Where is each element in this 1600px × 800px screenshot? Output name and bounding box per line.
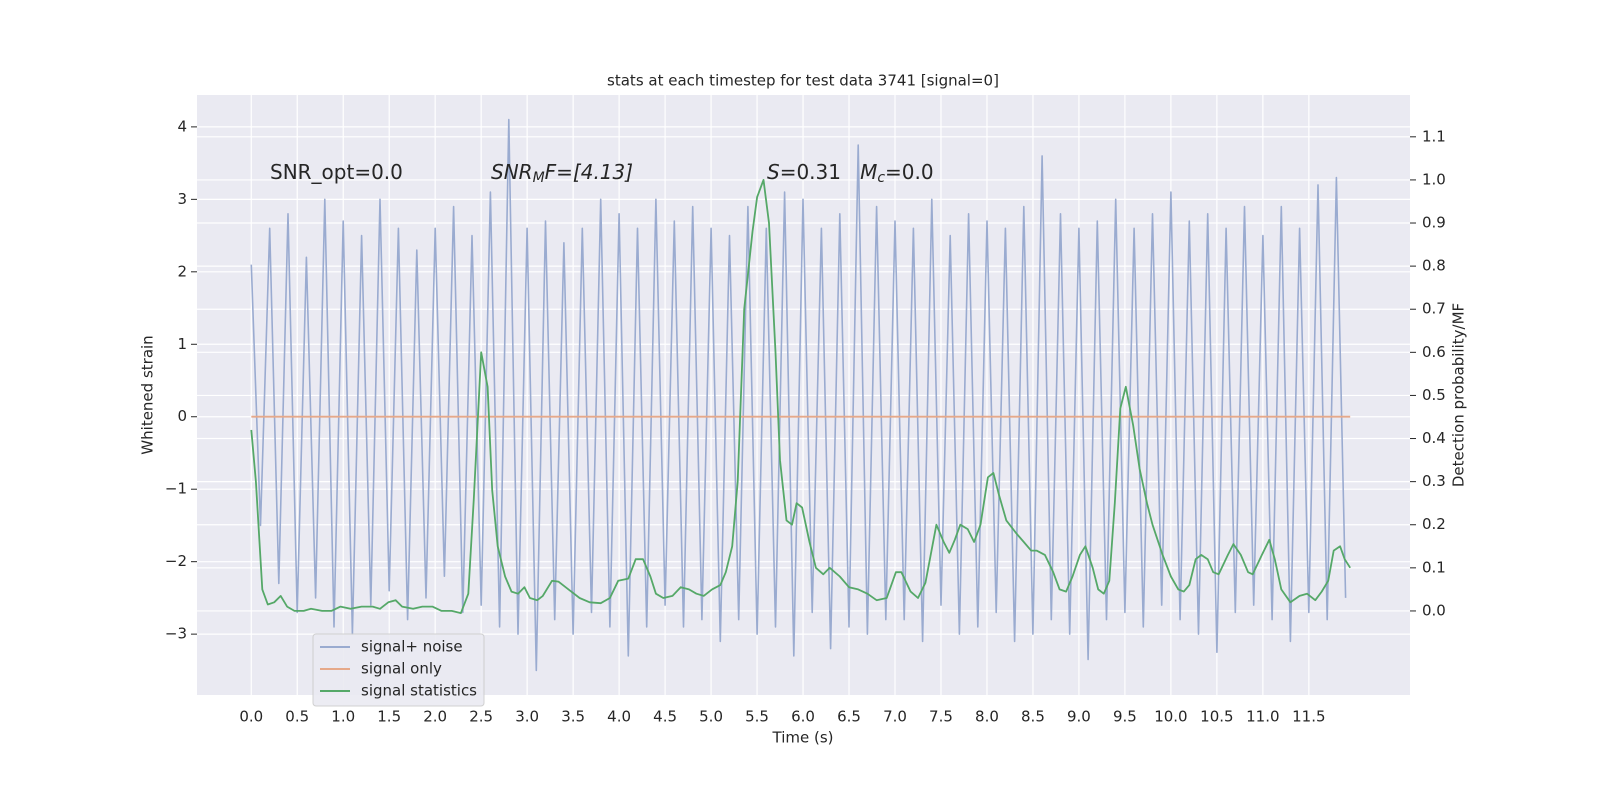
y-tick-label: −2 — [165, 552, 187, 570]
y2-tick-label: 1.0 — [1422, 170, 1446, 188]
annotation-part: c — [877, 170, 885, 186]
x-tick-label: 10.5 — [1200, 708, 1233, 726]
annotation-part: SNR — [491, 160, 533, 184]
y2-tick-label: 0.4 — [1422, 429, 1446, 447]
x-tick-label: 0.5 — [285, 708, 309, 726]
x-tick-label: 2.0 — [423, 708, 447, 726]
x-tick-label: 4.0 — [607, 708, 631, 726]
y-tick-label: 3 — [177, 190, 187, 208]
x-tick-label: 6.0 — [791, 708, 815, 726]
legend-box — [312, 633, 485, 707]
x-tick-label: 10.0 — [1154, 708, 1187, 726]
annotation-part: SNR_opt=0.0 — [270, 160, 403, 184]
y-tick-label: 0 — [177, 407, 187, 425]
x-tick-label: 4.5 — [653, 708, 677, 726]
annotation: SNR_opt=0.0 — [270, 160, 403, 184]
x-tick-label: 8.0 — [975, 708, 999, 726]
x-tick-label: 7.5 — [929, 708, 953, 726]
x-tick-label: 7.0 — [883, 708, 907, 726]
x-tick-label: 11.0 — [1246, 708, 1279, 726]
annotation-part: =0.0 — [885, 160, 934, 184]
annotation-part: =0.31 — [780, 160, 860, 184]
series-line — [250, 179, 1351, 614]
annotation-part: F=[4.13] — [545, 160, 633, 184]
annotation: S=0.31 Mc=0.0 — [767, 160, 934, 187]
x-tick-label: 5.0 — [699, 708, 723, 726]
annotation-part: M — [533, 170, 545, 186]
y2-tick-label: 0.5 — [1422, 386, 1446, 404]
legend-label: signal+ noise — [361, 638, 463, 656]
y2-axis-label: Detection probability/MF — [1450, 303, 1468, 487]
annotation-part: M — [860, 160, 877, 184]
x-tick-label: 1.0 — [331, 708, 355, 726]
y2-tick-label: 0.9 — [1422, 214, 1446, 232]
y2-tick-label: 0.7 — [1422, 300, 1446, 318]
y2-tick-label: 0.2 — [1422, 515, 1446, 533]
annotation: SNRMF=[4.13] — [491, 160, 633, 187]
y2-tick-label: 0.1 — [1422, 558, 1446, 576]
x-tick-label: 11.5 — [1292, 708, 1325, 726]
y-tick-label: 4 — [177, 117, 187, 135]
y-tick-label: −3 — [165, 625, 187, 643]
x-tick-label: 6.5 — [837, 708, 861, 726]
x-tick-label: 3.5 — [561, 708, 585, 726]
x-tick-label: 0.0 — [239, 708, 263, 726]
y2-tick-label: 0.6 — [1422, 343, 1446, 361]
chart-title: stats at each timestep for test data 374… — [607, 72, 999, 90]
x-tick-label: 9.5 — [1113, 708, 1137, 726]
y-tick-label: 1 — [177, 335, 187, 353]
x-axis-label: Time (s) — [772, 729, 834, 747]
y2-tick-label: 0.3 — [1422, 472, 1446, 490]
annotation-part: S — [767, 160, 780, 184]
y-tick-label: −1 — [165, 480, 187, 498]
x-tick-label: 1.5 — [377, 708, 401, 726]
y2-tick-label: 1.1 — [1422, 127, 1446, 145]
series-line — [250, 118, 1347, 672]
x-tick-label: 2.5 — [469, 708, 493, 726]
legend-label: signal only — [361, 660, 442, 678]
y-axis-label: Whitened strain — [139, 335, 157, 454]
y2-tick-label: 0.0 — [1422, 601, 1446, 619]
x-tick-label: 9.0 — [1067, 708, 1091, 726]
legend-label: signal statistics — [361, 682, 477, 700]
x-tick-label: 3.0 — [515, 708, 539, 726]
x-tick-label: 8.5 — [1021, 708, 1045, 726]
x-tick-label: 5.5 — [745, 708, 769, 726]
y2-tick-label: 0.8 — [1422, 257, 1446, 275]
y-tick-label: 2 — [177, 262, 187, 280]
